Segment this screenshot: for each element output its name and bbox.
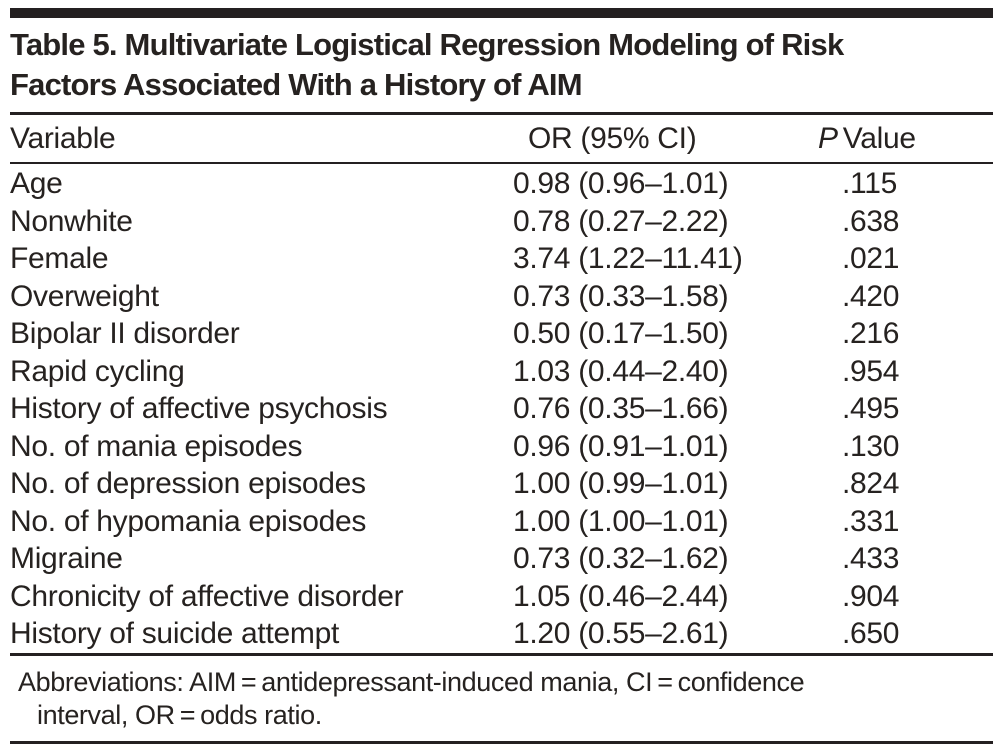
p-value-cell: .216 xyxy=(842,317,900,350)
or-ci-cell: 0.76 (0.35–1.66) xyxy=(513,392,729,425)
table-header-row: Variable OR (95% CI) P Value xyxy=(10,115,993,162)
p-value-cell: .824 xyxy=(842,467,900,500)
or-ci-cell: 1.03 (0.44–2.40) xyxy=(513,354,729,388)
p-value-cell: .650 xyxy=(842,617,900,650)
table-row: History of affective psychosis 0.76 (0.35… xyxy=(10,390,993,428)
variable-cell: History of affective psychosis xyxy=(10,392,388,425)
table-body: Age 0.98 (0.96–1.01) .115 Nonwhite 0.78 (0.2… xyxy=(10,164,993,653)
table-row: History of suicide attempt 1.20 (0.55–2.6… xyxy=(10,615,993,653)
table-row: No. of mania episodes 0.96 (0.91–1.01) .13… xyxy=(10,428,993,466)
table-row: No. of hypomania episodes 1.00 (1.00–1.01… xyxy=(10,503,993,541)
body-bottom-rule xyxy=(10,652,993,656)
variable-cell: Overweight xyxy=(10,279,159,313)
variable-cell: Bipolar II disorder xyxy=(10,317,240,350)
or-ci-cell: 1.00 (0.99–1.01) xyxy=(513,467,729,500)
table-title-line-1: Table 5. Multivariate Logistical Regress… xyxy=(10,27,844,62)
p-value-cell: .638 xyxy=(842,204,900,238)
column-header-or-ci: OR (95% CI) xyxy=(528,122,697,155)
p-value-cell: .021 xyxy=(842,242,900,275)
or-ci-cell: 0.50 (0.17–1.50) xyxy=(513,317,729,350)
variable-cell: Rapid cycling xyxy=(10,354,185,388)
or-ci-cell: 0.96 (0.91–1.01) xyxy=(513,429,729,463)
table-title-line-2: Factors Associated With a History of AIM xyxy=(10,67,583,102)
variable-cell: History of suicide attempt xyxy=(10,617,339,650)
column-header-variable: Variable xyxy=(10,122,116,155)
bottom-rule xyxy=(10,740,993,744)
or-ci-cell: 1.05 (0.46–2.44) xyxy=(513,579,729,613)
table-row: Age 0.98 (0.96–1.01) .115 xyxy=(10,165,993,203)
table-row: Migraine 0.73 (0.32–1.62) .433 xyxy=(10,540,993,578)
variable-cell: No. of depression episodes xyxy=(10,467,366,500)
table-row: Bipolar II disorder 0.50 (0.17–1.50) .216 xyxy=(10,315,993,353)
table-title: Table 5. Multivariate Logistical Regress… xyxy=(10,25,993,105)
or-ci-cell: 3.74 (1.22–11.41) xyxy=(513,242,743,275)
table-footnote: Abbreviations: AIM = antidepressant-indu… xyxy=(10,666,993,732)
variable-cell: Age xyxy=(10,167,63,200)
table-row: Chronicity of affective disorder 1.05 (0.… xyxy=(10,578,993,616)
p-value-header-rest: Value xyxy=(842,122,916,155)
footnote-line-1: Abbreviations: AIM = antidepressant-indu… xyxy=(18,666,805,697)
table-row: Overweight 0.73 (0.33–1.58) .420 xyxy=(10,278,993,316)
or-ci-cell: 0.78 (0.27–2.22) xyxy=(513,204,729,238)
variable-cell: Female xyxy=(10,242,109,275)
variable-cell: Nonwhite xyxy=(10,204,133,238)
p-value-cell: .495 xyxy=(842,392,900,425)
or-ci-cell: 0.73 (0.33–1.58) xyxy=(513,279,729,313)
variable-cell: Chronicity of affective disorder xyxy=(10,579,404,613)
variable-cell: No. of mania episodes xyxy=(10,429,303,463)
variable-cell: Migraine xyxy=(10,542,123,575)
p-value-header-italic-p: P xyxy=(818,122,838,155)
top-thick-rule xyxy=(10,8,993,18)
table-row: Nonwhite 0.78 (0.27–2.22) .638 xyxy=(10,203,993,241)
or-ci-cell: 1.00 (1.00–1.01) xyxy=(513,504,729,538)
table-row: Rapid cycling 1.03 (0.44–2.40) .954 xyxy=(10,353,993,391)
header-divider-rule xyxy=(10,162,993,164)
variable-cell: No. of hypomania episodes xyxy=(10,504,367,538)
or-ci-cell: 1.20 (0.55–2.61) xyxy=(513,617,729,650)
title-divider-rule xyxy=(10,112,993,115)
p-value-cell: .904 xyxy=(842,579,900,613)
column-header-p-value: P Value xyxy=(791,122,993,156)
p-value-cell: .115 xyxy=(842,167,897,200)
footnote-line-2: interval, OR = odds ratio. xyxy=(37,699,322,730)
or-ci-cell: 0.98 (0.96–1.01) xyxy=(513,167,729,200)
p-value-cell: .331 xyxy=(842,504,900,538)
p-value-cell: .433 xyxy=(842,542,900,575)
p-value-cell: .954 xyxy=(842,354,900,388)
or-ci-cell: 0.73 (0.32–1.62) xyxy=(513,542,729,575)
p-value-cell: .130 xyxy=(842,429,900,463)
p-value-cell: .420 xyxy=(842,279,900,313)
table-row: Female 3.74 (1.22–11.41) .021 xyxy=(10,240,993,278)
table-row: No. of depression episodes 1.00 (0.99–1.0… xyxy=(10,465,993,503)
